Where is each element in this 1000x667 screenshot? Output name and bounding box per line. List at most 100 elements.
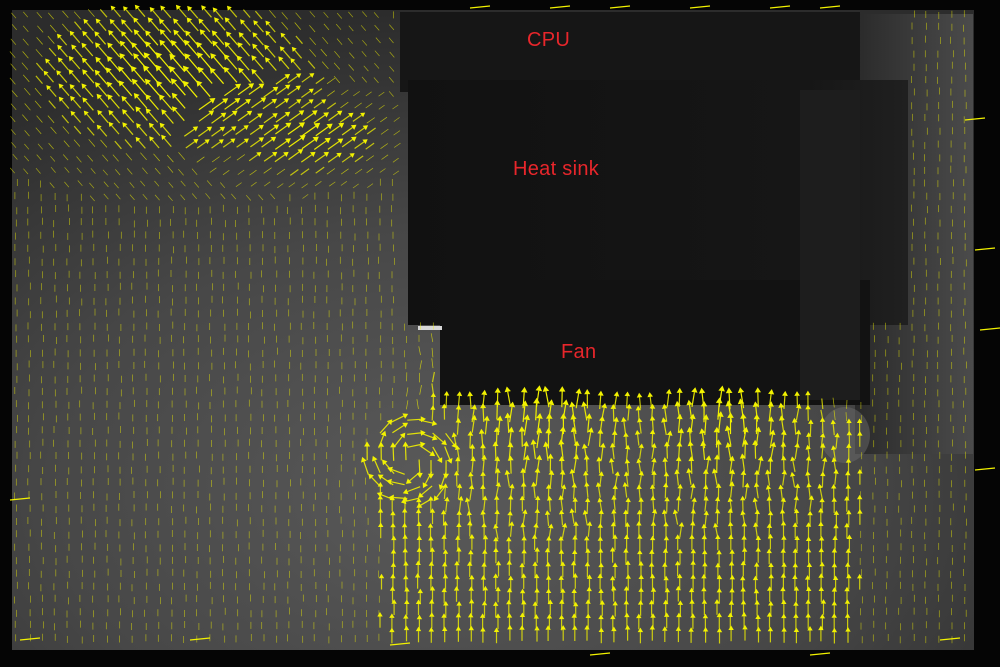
arrow-head-icon bbox=[504, 386, 511, 393]
arrow-vector-icon bbox=[690, 487, 694, 499]
arrow-vector-icon bbox=[833, 449, 836, 461]
arrow-vector-icon bbox=[717, 402, 720, 420]
arrow-vector-icon bbox=[509, 525, 513, 537]
reflection-highlight bbox=[418, 326, 442, 330]
arrow-vector-icon bbox=[832, 397, 835, 408]
arrow-head-icon bbox=[429, 586, 436, 591]
arrow-head-icon bbox=[778, 415, 785, 421]
arrow-vector-icon bbox=[309, 25, 316, 33]
arrow-head-icon bbox=[834, 432, 840, 438]
arrow-vector-icon bbox=[974, 467, 996, 471]
arrow-vector-icon bbox=[102, 154, 109, 162]
arrow-head-icon bbox=[295, 85, 301, 91]
arrow-head-icon bbox=[769, 429, 776, 436]
arrow-vector-icon bbox=[469, 5, 491, 9]
arrow-head-icon bbox=[766, 548, 772, 554]
arrow-vector-icon bbox=[833, 410, 836, 421]
arrow-vector-icon bbox=[275, 100, 286, 109]
arrow-head-icon bbox=[156, 80, 163, 88]
arrow-vector-icon bbox=[275, 76, 287, 85]
arrow-vector-icon bbox=[561, 514, 564, 526]
arrow-head-icon bbox=[807, 626, 813, 631]
arrow-head-icon bbox=[119, 40, 126, 47]
arrow-vector-icon bbox=[353, 91, 360, 97]
arrow-vector-icon bbox=[315, 166, 325, 174]
arrow-head-icon bbox=[323, 151, 329, 157]
arrow-vector-icon bbox=[191, 168, 198, 176]
arrow-vector-icon bbox=[315, 126, 329, 137]
arrow-vector-icon bbox=[336, 12, 343, 19]
arrow-head-icon bbox=[766, 612, 773, 617]
arrow-head-icon bbox=[637, 627, 644, 633]
arrow-head-icon bbox=[56, 70, 62, 76]
arrow-vector-icon bbox=[50, 126, 57, 134]
arrow-vector-icon bbox=[288, 101, 299, 109]
arrow-vector-icon bbox=[419, 360, 422, 370]
arrow-head-icon bbox=[661, 403, 668, 409]
arrow-head-icon bbox=[236, 55, 243, 62]
arrow-vector-icon bbox=[549, 474, 552, 488]
arrow-head-icon bbox=[438, 484, 445, 490]
arrow-head-icon bbox=[690, 520, 696, 526]
arrow-vector-icon bbox=[97, 45, 108, 57]
arrow-vector-icon bbox=[206, 180, 212, 187]
arrow-head-icon bbox=[662, 548, 669, 553]
arrow-vector-icon bbox=[808, 487, 811, 499]
arrow-vector-icon bbox=[300, 168, 310, 176]
arrow-vector-icon bbox=[652, 500, 655, 512]
arrow-head-icon bbox=[253, 20, 259, 26]
arrow-head-icon bbox=[441, 613, 447, 618]
arrow-vector-icon bbox=[301, 139, 315, 150]
arrow-vector-icon bbox=[22, 38, 29, 46]
arrow-head-icon bbox=[284, 111, 291, 117]
arrow-head-icon bbox=[545, 588, 552, 593]
arrow-vector-icon bbox=[275, 114, 287, 123]
arrow-head-icon bbox=[740, 495, 746, 501]
arrow-head-icon bbox=[220, 112, 227, 118]
arrow-head-icon bbox=[634, 430, 641, 435]
arrow-vector-icon bbox=[549, 5, 571, 9]
arrow-head-icon bbox=[648, 562, 655, 567]
arrow-vector-icon bbox=[323, 23, 330, 31]
arrow-head-icon bbox=[442, 520, 448, 526]
arrow-vector-icon bbox=[46, 73, 54, 83]
arrow-head-icon bbox=[678, 522, 685, 527]
arrow-head-icon bbox=[559, 469, 566, 475]
arrow-head-icon bbox=[506, 587, 513, 593]
arrow-vector-icon bbox=[11, 24, 17, 31]
arrow-head-icon bbox=[612, 600, 618, 606]
arrow-head-icon bbox=[729, 481, 735, 487]
arrow-vector-icon bbox=[110, 46, 121, 58]
arrow-vector-icon bbox=[349, 75, 356, 82]
arrow-head-icon bbox=[246, 110, 253, 116]
arrow-head-icon bbox=[390, 522, 396, 528]
arrow-vector-icon bbox=[313, 140, 327, 150]
arrow-head-icon bbox=[609, 442, 616, 448]
arrow-head-icon bbox=[453, 470, 460, 476]
arrow-head-icon bbox=[131, 42, 138, 49]
arrow-head-icon bbox=[57, 33, 62, 39]
arrow-vector-icon bbox=[138, 109, 148, 121]
arrow-vector-icon bbox=[361, 76, 367, 83]
arrow-vector-icon bbox=[768, 500, 771, 512]
arrow-vector-icon bbox=[223, 156, 232, 163]
arrow-head-icon bbox=[793, 508, 800, 514]
arrow-vector-icon bbox=[162, 126, 172, 137]
arrow-head-icon bbox=[399, 432, 406, 439]
arrow-head-icon bbox=[311, 110, 318, 116]
arrow-vector-icon bbox=[352, 114, 362, 122]
arrow-head-icon bbox=[739, 453, 746, 459]
arrow-vector-icon bbox=[834, 473, 837, 485]
arrow-head-icon bbox=[455, 626, 462, 631]
arrow-head-icon bbox=[805, 404, 811, 410]
arrow-head-icon bbox=[586, 586, 592, 592]
arrow-head-icon bbox=[598, 627, 604, 632]
arrow-head-icon bbox=[427, 523, 434, 528]
arrow-head-icon bbox=[570, 426, 577, 433]
arrow-vector-icon bbox=[380, 143, 389, 149]
arrow-vector-icon bbox=[73, 139, 81, 147]
arrow-vector-icon bbox=[663, 421, 667, 436]
arrow-vector-icon bbox=[302, 194, 309, 199]
arrow-vector-icon bbox=[744, 444, 746, 459]
arrow-head-icon bbox=[737, 387, 745, 394]
